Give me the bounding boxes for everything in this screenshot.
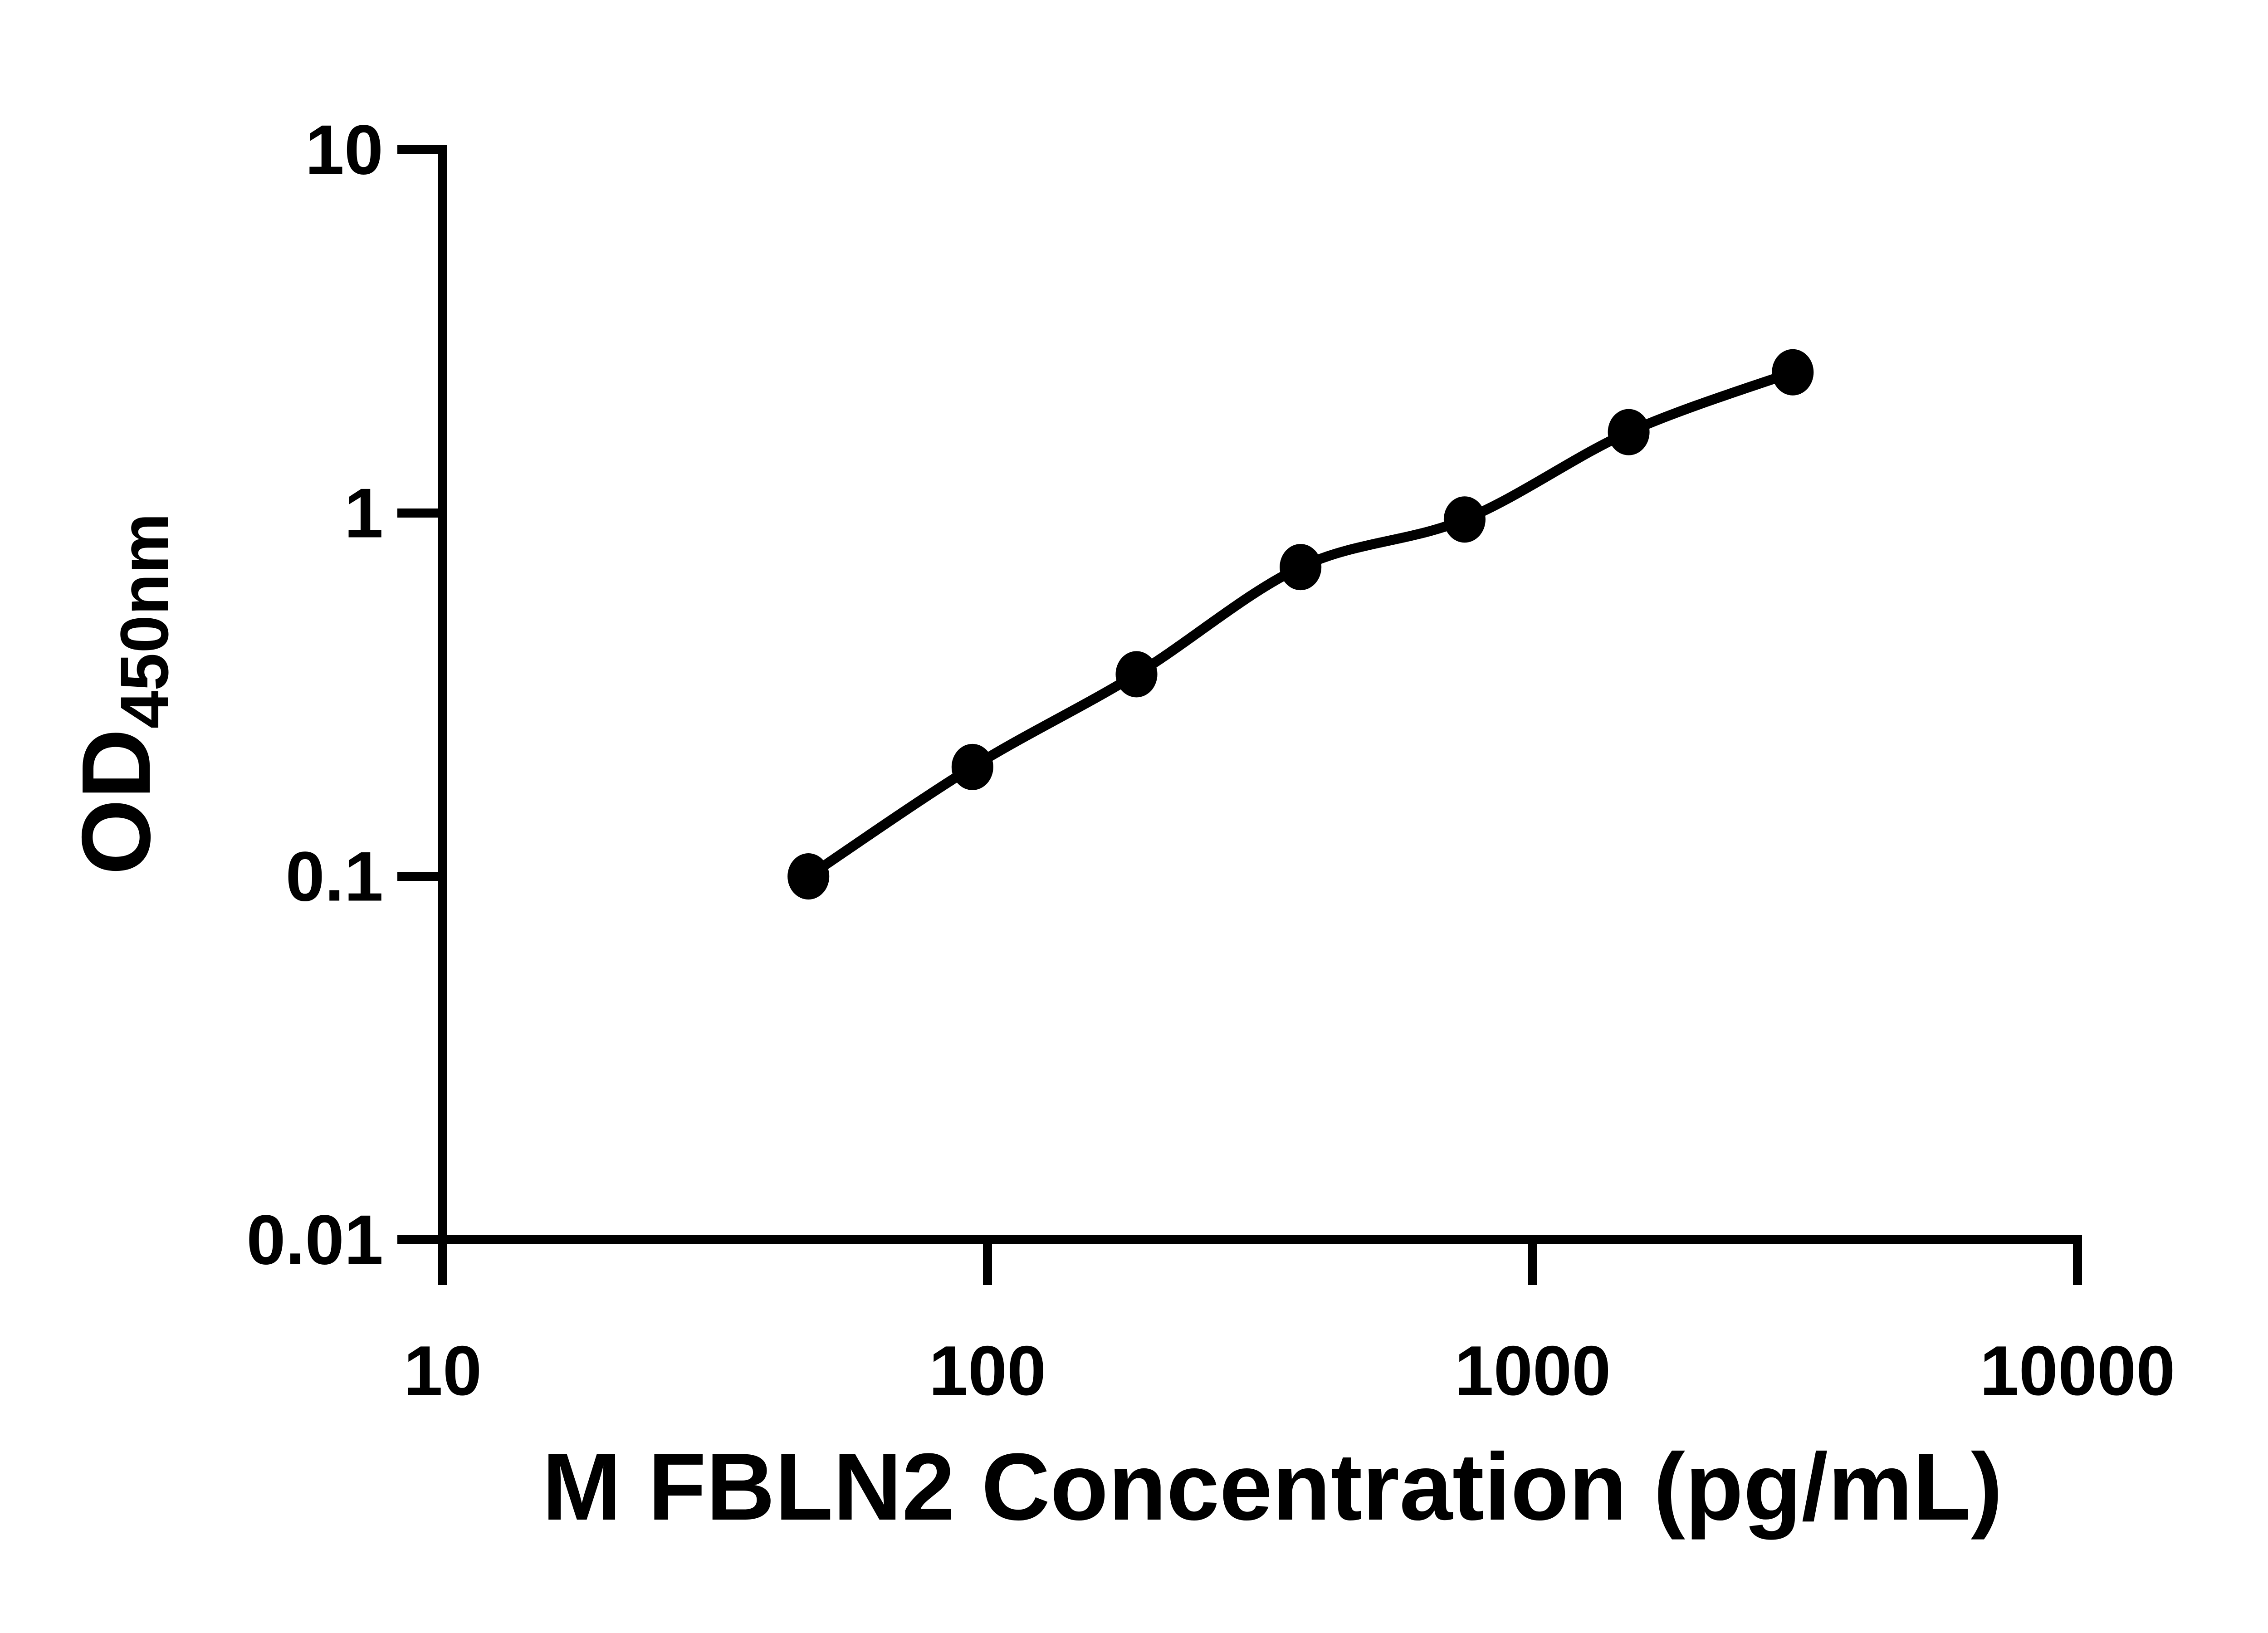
data-points [787,349,1814,900]
x-tick-label-10000: 10000 [1980,1331,2175,1410]
x-tick-label-100: 100 [929,1331,1046,1410]
x-tick-label-10: 10 [404,1331,482,1410]
x-axis-title: M FBLN2 Concentration (pg/mL) [542,1433,2003,1540]
x-axis: 10 100 1000 10000 [404,1235,2175,1410]
y-axis-title-subscript: 450nm [106,513,182,728]
data-point [1115,651,1158,698]
data-point [1772,349,1814,396]
y-axis: 10 1 0.1 0.01 [246,111,447,1285]
y-tick-label-0.1: 0.1 [286,837,383,916]
data-point [1280,544,1322,591]
y-tick-label-1: 1 [344,474,383,552]
fit-curve [803,367,1798,881]
data-point [1608,409,1650,455]
y-axis-title-main: OD [61,728,171,875]
data-point [951,743,993,790]
data-point [1443,496,1486,543]
y-axis-title: OD450nm [61,513,182,875]
y-tick-label-10: 10 [305,111,383,189]
x-tick-label-1000: 1000 [1455,1331,1611,1410]
y-tick-label-0.01: 0.01 [246,1201,383,1279]
data-point [787,853,830,900]
